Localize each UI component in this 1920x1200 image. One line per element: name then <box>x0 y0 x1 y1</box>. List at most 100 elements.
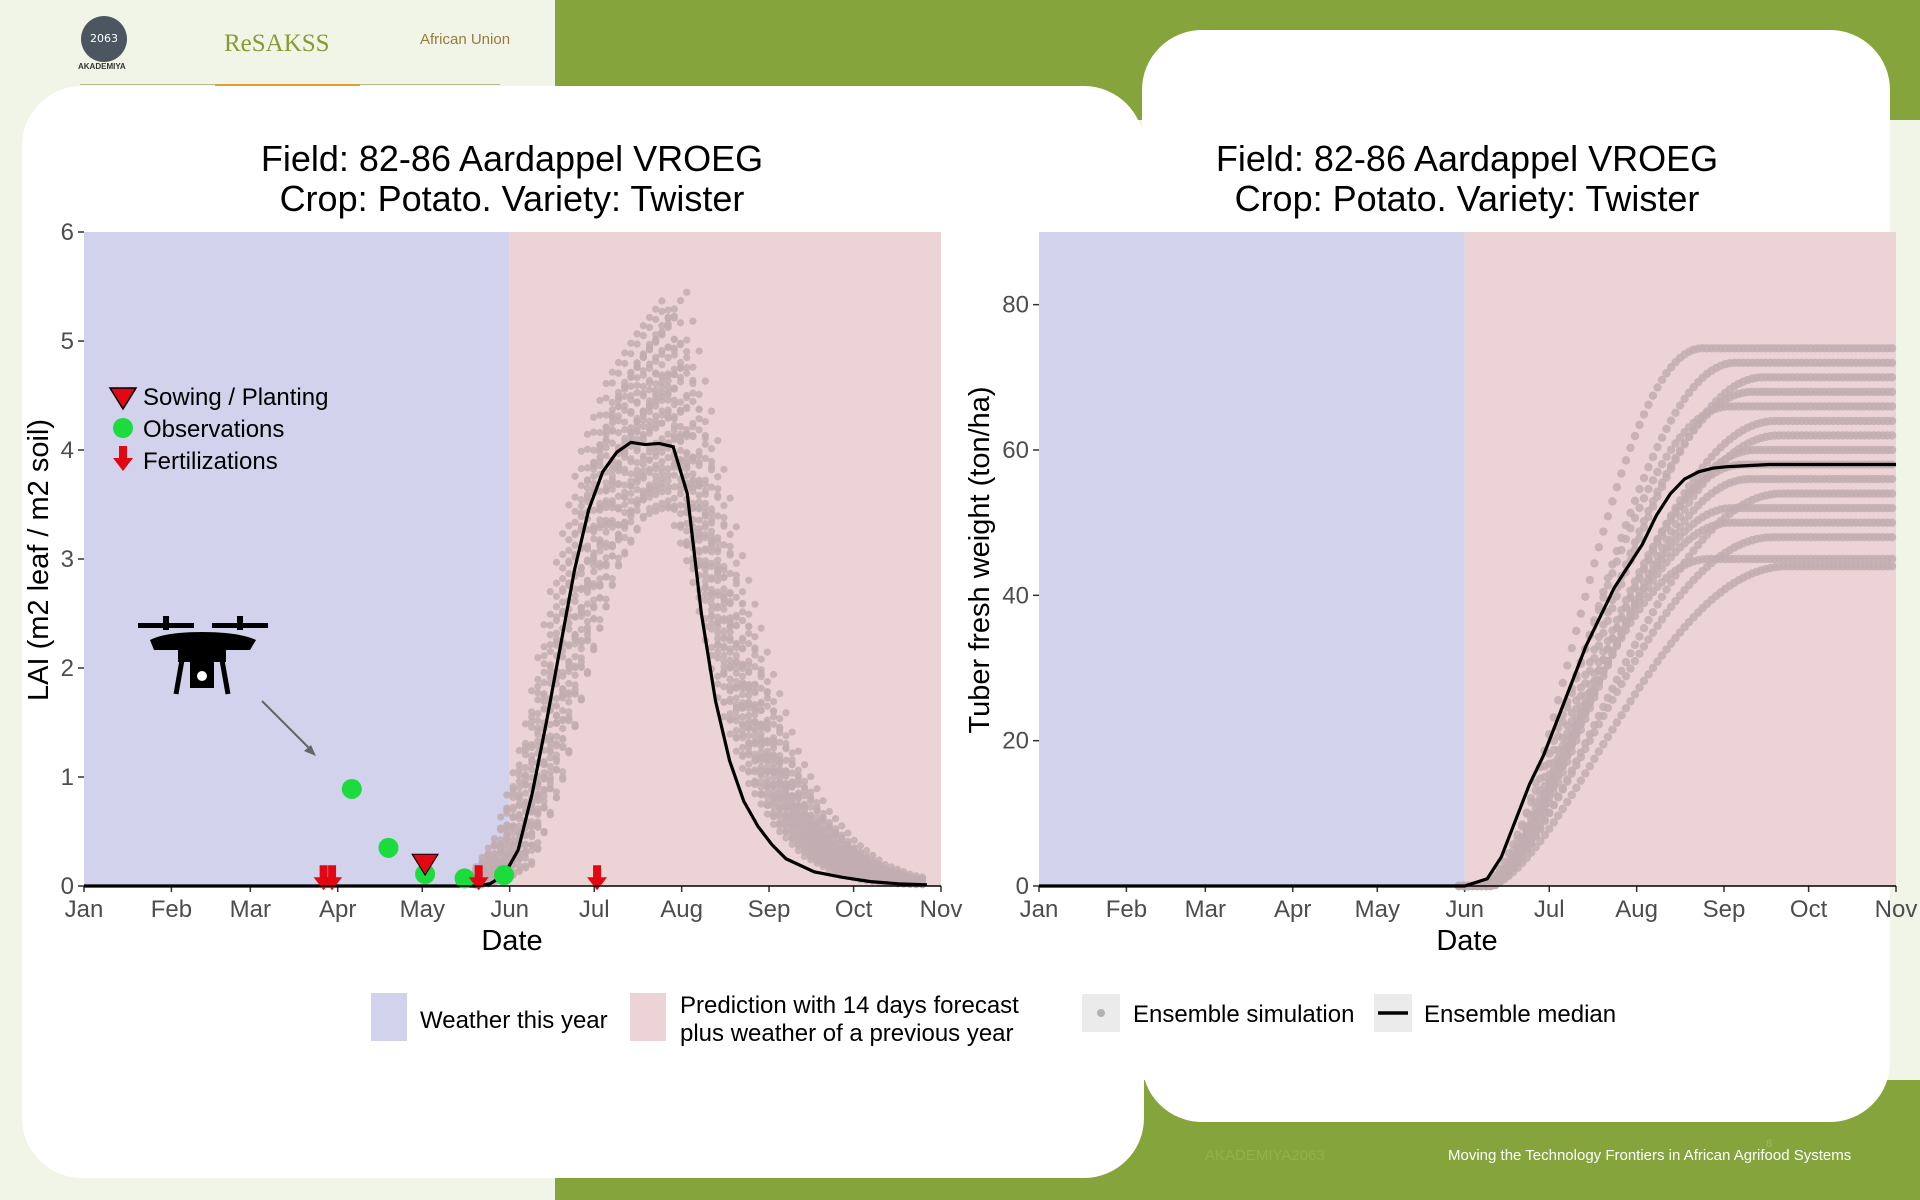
chart1-ensemble-point <box>807 851 815 859</box>
chart2-ensemble-point <box>1639 676 1649 686</box>
chart2-ensemble-point <box>1612 718 1622 727</box>
chart1-ensemble-point <box>658 457 666 466</box>
chart1-ensemble-point <box>664 504 672 512</box>
chart1-ensemble-point <box>769 744 778 752</box>
chart1-ensemble-point <box>738 699 747 707</box>
chart2-ensemble-point <box>1680 558 1689 567</box>
chart1-ensemble-point <box>633 458 641 467</box>
chart1-ensemble-point <box>689 482 697 490</box>
chart2-ensemble-point <box>1644 554 1653 563</box>
chart1-ensemble-point <box>515 778 523 786</box>
chart1-ensemble-point <box>540 652 548 660</box>
chart1-ensemble-point <box>707 548 716 556</box>
chart1-ensemble-point <box>763 725 771 733</box>
chart1-ensemble-point <box>738 662 747 670</box>
chart1-ensemble-point <box>503 840 511 848</box>
chart1-ensemble-point <box>652 357 660 365</box>
chart1-ensemble-point <box>906 875 914 883</box>
chart1-ensemble-point <box>528 708 536 716</box>
chart1-ensemble-point <box>528 858 536 866</box>
chart1-ensemble-point <box>614 358 623 367</box>
chart1-ensemble-point <box>714 491 722 500</box>
chart1-fertilization-marker <box>322 865 343 891</box>
chart2-ensemble-point <box>1563 661 1572 670</box>
chart1-ensemble-point <box>819 809 827 818</box>
chart2-ensemble-point <box>1585 666 1595 676</box>
chart1-ensemble-point <box>751 633 759 641</box>
chart1-x-tick-label: Jun <box>490 896 529 923</box>
chart1-ensemble-point <box>559 598 567 606</box>
chart1-ensemble-point <box>769 720 778 728</box>
chart1-ensemble-point <box>627 510 635 518</box>
chart1-ensemble-point <box>633 486 641 494</box>
chart1-ensemble-point <box>813 838 821 846</box>
chart1-ensemble-point <box>633 478 641 486</box>
chart1-ensemble-point <box>757 748 765 756</box>
chart1-ensemble-point <box>577 663 585 671</box>
chart2-ensemble-point <box>1657 482 1667 492</box>
chart2-ensemble-point <box>1684 432 1694 442</box>
chart1-ensemble-point <box>583 430 592 438</box>
chart1-ensemble-point <box>658 350 666 358</box>
chart1-ensemble-point <box>788 769 796 777</box>
chart1-ensemble-point <box>670 463 678 471</box>
chart1-observation-point <box>378 837 399 858</box>
chart2-ensemble-point <box>1666 445 1676 455</box>
chart2-ensemble-point <box>1594 711 1604 721</box>
chart2-ensemble-point <box>1563 703 1572 712</box>
chart1-ensemble-point <box>639 407 647 415</box>
chart1-ensemble-point <box>720 614 728 623</box>
chart1-ensemble-point <box>590 522 598 530</box>
chart1-ensemble-point <box>707 643 716 652</box>
prediction-legend-label-1: Prediction with 14 days forecast <box>680 992 1019 1019</box>
chart2-ensemble-point <box>1585 575 1595 585</box>
chart1-ensemble-point <box>515 766 523 774</box>
chart1-ensemble-point <box>596 594 604 602</box>
chart1-ensemble-point <box>590 446 598 454</box>
chart2-x-tick-label: Aug <box>1615 896 1658 923</box>
chart1-ensemble-point <box>732 639 740 648</box>
chart1-inline-legend: Sowing / Planting Observations Fertiliza… <box>108 384 328 475</box>
chart1-ensemble-point <box>788 809 796 817</box>
chart2-ensemble-point <box>1671 456 1680 465</box>
chart1-ensemble-point <box>621 508 629 517</box>
chart1-ensemble-point <box>763 702 771 710</box>
chart2-ensemble-point <box>1644 462 1653 472</box>
chart1-ensemble-point <box>621 533 629 542</box>
chart1-ensemble-point <box>540 692 548 700</box>
chart1-ensemble-point <box>825 807 833 816</box>
chart1-ensemble-point <box>540 697 548 705</box>
chart1-ensemble-point <box>633 381 641 389</box>
chart1-ensemble-point <box>552 732 561 740</box>
chart1-ensemble-point <box>583 464 592 472</box>
chart1-ensemble-point <box>559 743 567 752</box>
chart1-ensemble-point <box>559 690 567 698</box>
chart1-ensemble-point <box>546 768 554 776</box>
chart1-ensemble-point <box>881 870 889 878</box>
chart1-ensemble-point <box>559 574 567 583</box>
chart1-ensemble-point <box>552 629 561 637</box>
chart1-ensemble-point <box>794 810 802 819</box>
chart1-ensemble-point <box>763 718 771 727</box>
chart1-ensemble-point <box>720 465 728 473</box>
chart1-ensemble-point <box>621 349 629 357</box>
chart1-ensemble-point <box>776 779 784 788</box>
chart1-ensemble-point <box>515 783 523 792</box>
chart1-ensemble-point <box>670 384 678 392</box>
chart1-ensemble-point <box>658 307 666 316</box>
chart1-ensemble-point <box>633 389 641 397</box>
chart1-ensemble-point <box>521 764 530 772</box>
chart2-ensemble-point <box>1653 621 1662 631</box>
chart1-ensemble-point <box>633 399 641 407</box>
chart1-ensemble-point <box>720 657 728 666</box>
chart1-ensemble-point <box>707 600 716 608</box>
chart1-ensemble-point <box>590 428 598 436</box>
chart1-ensemble-point <box>782 827 790 835</box>
chart1-ensemble-point <box>608 500 616 508</box>
chart2-ensemble-point <box>1653 536 1662 545</box>
chart1-ensemble-point <box>695 516 703 524</box>
chart1-ensemble-point <box>577 658 585 666</box>
chart1-ensemble-point <box>844 842 852 850</box>
chart1-ensemble-point <box>627 536 635 544</box>
chart1-ensemble-point <box>552 758 561 766</box>
